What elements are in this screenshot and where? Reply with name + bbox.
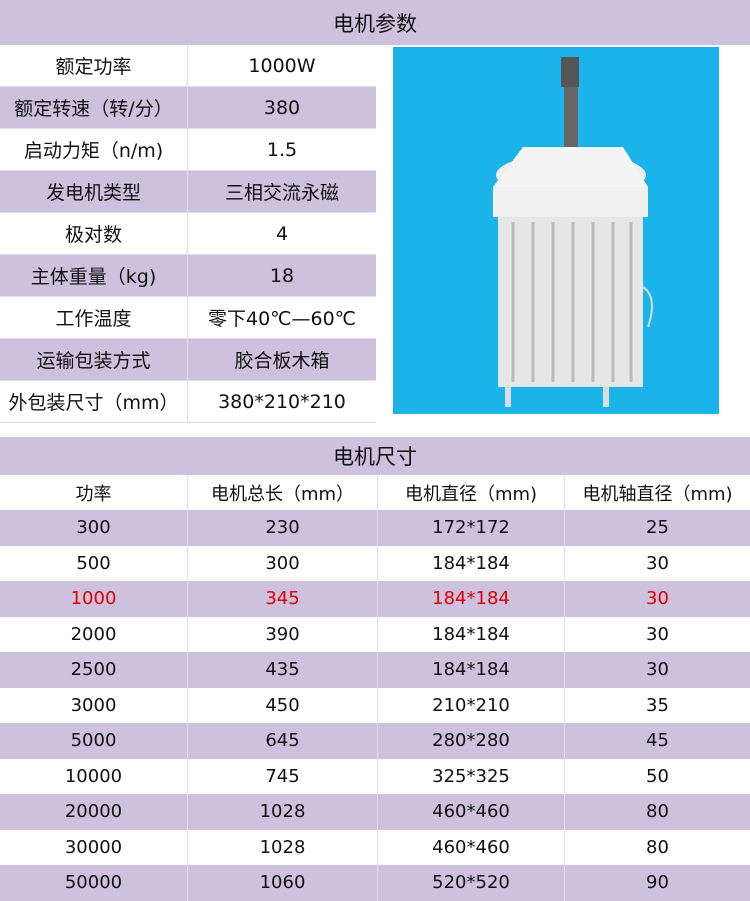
table-cell: 184*184 bbox=[378, 581, 565, 617]
spec-row: 发电机类型 三相交流永磁 bbox=[0, 171, 376, 213]
table-cell: 184*184 bbox=[378, 616, 565, 652]
table-cell: 35 bbox=[646, 694, 669, 716]
table-cell: 3000 bbox=[0, 687, 188, 723]
table-cell: 1028 bbox=[188, 829, 378, 865]
table-cell: 184*184 bbox=[378, 652, 565, 688]
col-header: 电机轴直径（mm) bbox=[582, 483, 733, 505]
dims-header-row: 功率 电机总长（mm） 电机直径（mm) 电机轴直径（mm) bbox=[0, 475, 750, 510]
spec-row: 额定转速（转/分） 380 bbox=[0, 87, 376, 129]
table-cell: 90 bbox=[646, 872, 669, 894]
table-row: 2500 435 184*184 30 bbox=[0, 652, 750, 688]
table-cell: 745 bbox=[188, 758, 378, 794]
table-row: 5000 645 280*280 45 bbox=[0, 723, 750, 759]
table-cell: 500 bbox=[0, 545, 188, 581]
table-cell: 345 bbox=[188, 581, 378, 617]
table-cell: 30 bbox=[646, 659, 669, 681]
dims-title: 电机尺寸 bbox=[0, 437, 750, 475]
table-cell: 184*184 bbox=[378, 545, 565, 581]
spec-value: 18 bbox=[269, 264, 295, 287]
table-cell: 1060 bbox=[188, 865, 378, 901]
table-cell: 20000 bbox=[0, 794, 188, 830]
table-cell: 30 bbox=[646, 623, 669, 645]
table-cell: 325*325 bbox=[378, 758, 565, 794]
table-cell: 2500 bbox=[0, 652, 188, 688]
table-cell: 460*460 bbox=[378, 794, 565, 830]
table-row: 10000 745 325*325 50 bbox=[0, 758, 750, 794]
spec-value: 380*210*210 bbox=[218, 390, 346, 413]
table-cell: 5000 bbox=[0, 723, 188, 759]
col-header: 电机直径（mm) bbox=[378, 475, 565, 510]
spec-label: 发电机类型 bbox=[0, 171, 188, 212]
table-row: 20000 1028 460*460 80 bbox=[0, 794, 750, 830]
table-cell: 435 bbox=[188, 652, 378, 688]
table-cell: 30000 bbox=[0, 829, 188, 865]
spec-label: 启动力矩（n/m) bbox=[0, 129, 188, 170]
table-cell: 300 bbox=[0, 510, 188, 546]
spec-label: 运输包装方式 bbox=[0, 339, 188, 380]
table-row: 300 230 172*172 25 bbox=[0, 510, 750, 546]
spec-row: 启动力矩（n/m) 1.5 bbox=[0, 129, 376, 171]
table-row: 30000 1028 460*460 80 bbox=[0, 829, 750, 865]
spec-row: 额定功率 1000W bbox=[0, 45, 376, 87]
params-title: 电机参数 bbox=[0, 0, 750, 45]
table-row: 50000 1060 520*520 90 bbox=[0, 865, 750, 901]
spec-value: 4 bbox=[275, 222, 289, 245]
col-header: 电机总长（mm） bbox=[188, 475, 378, 510]
spec-value: 三相交流永磁 bbox=[224, 182, 339, 204]
table-cell: 25 bbox=[646, 517, 669, 539]
table-cell: 30 bbox=[646, 552, 669, 574]
generator-photo bbox=[393, 47, 719, 414]
table-cell: 450 bbox=[188, 687, 378, 723]
table-cell: 30 bbox=[646, 588, 669, 610]
spec-row: 极对数 4 bbox=[0, 213, 376, 255]
table-cell: 460*460 bbox=[378, 829, 565, 865]
table-row: 2000 390 184*184 30 bbox=[0, 616, 750, 652]
spec-value: 380 bbox=[263, 96, 301, 119]
table-cell: 300 bbox=[188, 545, 378, 581]
table-cell: 520*520 bbox=[378, 865, 565, 901]
table-cell: 45 bbox=[646, 730, 669, 752]
table-cell: 10000 bbox=[0, 758, 188, 794]
spec-value: 胶合板木箱 bbox=[234, 350, 330, 372]
table-row: 500 300 184*184 30 bbox=[0, 545, 750, 581]
spec-label: 极对数 bbox=[0, 213, 188, 254]
table-cell: 230 bbox=[188, 510, 378, 546]
table-cell: 1028 bbox=[188, 794, 378, 830]
table-row: 1000 345 184*184 30 bbox=[0, 581, 750, 617]
spec-value: 1000W bbox=[248, 54, 316, 77]
spec-value: 零下40℃—60℃ bbox=[207, 308, 357, 330]
spec-label: 主体重量（kg) bbox=[0, 255, 188, 296]
table-cell: 50000 bbox=[0, 865, 188, 901]
table-cell: 50 bbox=[646, 765, 669, 787]
spec-label: 额定功率 bbox=[0, 45, 188, 86]
col-header: 功率 bbox=[0, 475, 188, 510]
table-cell: 210*210 bbox=[378, 687, 565, 723]
table-cell: 280*280 bbox=[378, 723, 565, 759]
table-row: 3000 450 210*210 35 bbox=[0, 687, 750, 723]
spec-value: 1.5 bbox=[266, 138, 298, 161]
spec-row: 工作温度 零下40℃—60℃ bbox=[0, 297, 376, 339]
spec-label: 工作温度 bbox=[0, 297, 188, 338]
table-cell: 2000 bbox=[0, 616, 188, 652]
table-cell: 390 bbox=[188, 616, 378, 652]
table-cell: 80 bbox=[646, 836, 669, 858]
table-cell: 172*172 bbox=[378, 510, 565, 546]
spec-label: 外包装尺寸（mm） bbox=[0, 381, 188, 422]
table-cell: 645 bbox=[188, 723, 378, 759]
spec-row: 外包装尺寸（mm） 380*210*210 bbox=[0, 381, 376, 423]
spec-row: 主体重量（kg) 18 bbox=[0, 255, 376, 297]
table-cell: 80 bbox=[646, 801, 669, 823]
spec-row: 运输包装方式 胶合板木箱 bbox=[0, 339, 376, 381]
table-cell: 1000 bbox=[0, 581, 188, 617]
spec-label: 额定转速（转/分） bbox=[0, 87, 188, 128]
